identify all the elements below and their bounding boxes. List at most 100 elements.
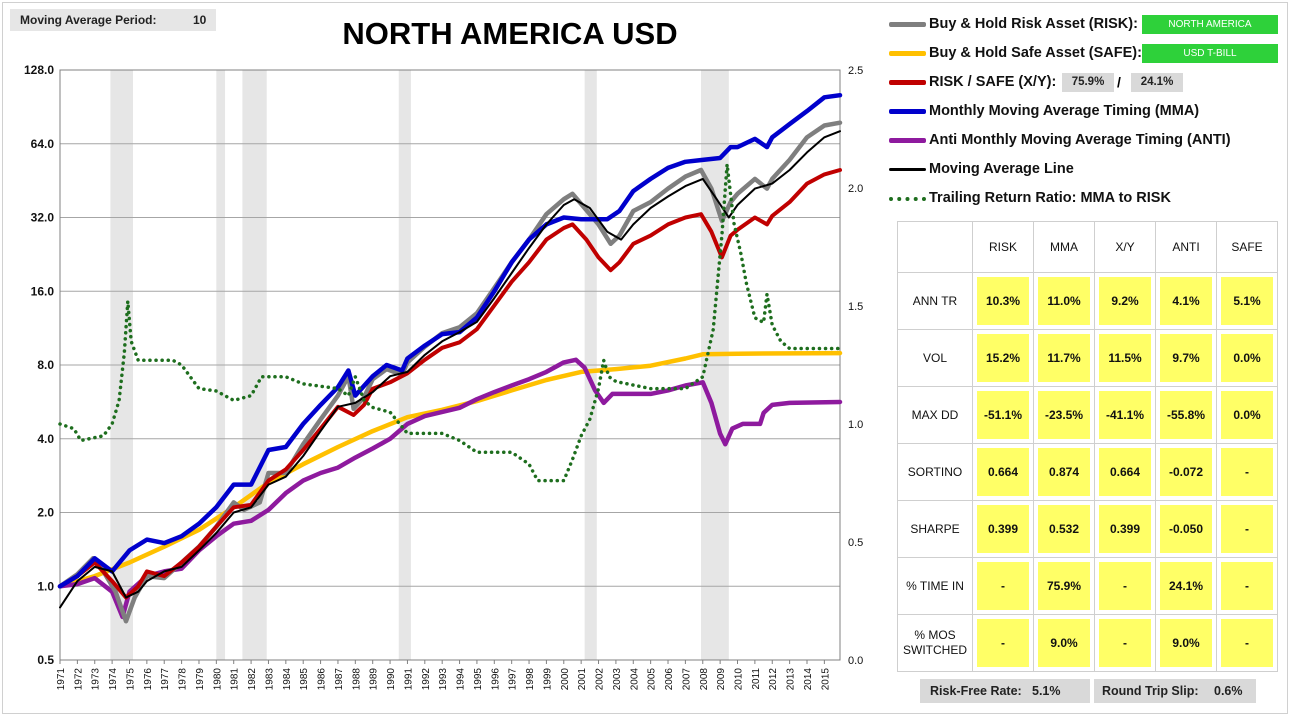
period-value: 10 [193,13,207,27]
x-tick-label: 1999 [542,668,553,691]
x-tick-label: 2000 [560,668,571,691]
x-tick-label: 1990 [386,668,397,691]
stat-value: 0.664 [1099,448,1151,496]
stats-table: RISK MMA X/Y ANTI SAFE ANN TR 10.3% 11.0… [897,221,1278,672]
x-tick-label: 1976 [143,668,154,691]
y-left-tick-label: 128.0 [24,63,54,77]
x-tick-label: 2014 [803,668,814,691]
x-tick-label: 1981 [230,668,241,691]
x-tick-label: 2015 [820,668,831,691]
legend-ma-label: Moving Average Line [929,161,1074,177]
risk-free-rate-label: Risk-Free Rate: [930,684,1022,698]
round-trip-slip-label: Round Trip Slip: [1102,684,1199,698]
x-tick-label: 1995 [473,668,484,691]
stat-value: 5.1% [1221,277,1273,325]
y-left-tick-label: 8.0 [37,358,54,372]
stats-row-sharpe: SHARPE 0.399 0.532 0.399 -0.050 - [897,500,1278,558]
y-right-tick-label: 2.0 [848,183,863,195]
x-tick-label: 2012 [768,668,779,691]
stat-value: - [1221,448,1273,496]
legend-safe: Buy & Hold Safe Asset (SAFE): USD T-BILL [888,43,1288,65]
stat-value: 0.399 [1099,505,1151,553]
x-tick-label: 1975 [125,668,136,691]
row-label: VOL [897,329,973,387]
stat-value: - [977,619,1029,667]
row-label: % MOS SWITCHED [897,614,973,672]
risk-asset-box: NORTH AMERICA [1142,15,1278,34]
row-label: % TIME IN [897,557,973,615]
x-tick-label: 1991 [403,668,414,691]
x-tick-label: 1988 [351,668,362,691]
legend-ratio-swatch [889,197,926,201]
stat-value: - [1221,619,1273,667]
y-left-tick-label: 4.0 [37,432,54,446]
stat-value: 0.532 [1038,505,1090,553]
y-left-tick-label: 2.0 [37,506,54,520]
x-tick-label: 2005 [647,668,658,691]
round-trip-slip-box: Round Trip Slip: 0.6% [1094,679,1256,703]
x-tick-label: 1971 [56,668,67,691]
x-tick-label: 2010 [734,668,745,691]
x-tick-label: 1979 [195,668,206,691]
stats-row-sortino: SORTINO 0.664 0.874 0.664 -0.072 - [897,443,1278,501]
stat-value: 11.0% [1038,277,1090,325]
stats-header-risk: RISK [972,221,1034,273]
stat-value: -23.5% [1038,391,1090,439]
legend-risk-swatch [889,22,926,27]
x-tick-label: 1972 [73,668,84,691]
stat-value: -55.8% [1160,391,1212,439]
legend-risk: Buy & Hold Risk Asset (RISK): NORTH AMER… [888,14,1288,36]
stat-value: 24.1% [1160,562,1212,610]
stat-value: 0.0% [1221,391,1273,439]
stat-value: 0.874 [1038,448,1090,496]
legend-mma: Monthly Moving Average Timing (MMA) [888,101,1288,123]
row-label: MAX DD [897,386,973,444]
x-tick-label: 1987 [334,668,345,691]
x-tick-label: 1974 [108,668,119,691]
stat-value: - [1221,505,1273,553]
stat-value: 0.399 [977,505,1029,553]
stats-header-xy: X/Y [1094,221,1156,273]
x-tick-label: 2011 [751,668,762,690]
row-label: ANN TR [897,272,973,330]
y-right-tick-label: 1.0 [848,419,863,431]
y-left-tick-label: 64.0 [31,137,55,151]
stat-value: 4.1% [1160,277,1212,325]
stat-value: 9.0% [1160,619,1212,667]
x-tick-label: 2004 [629,668,640,691]
stats-row-ann-tr: ANN TR 10.3% 11.0% 9.2% 4.1% 5.1% [897,272,1278,330]
stat-value: 11.7% [1038,334,1090,382]
x-tick-label: 1982 [247,668,258,691]
x-tick-label: 2001 [577,668,588,691]
stat-value: 9.2% [1099,277,1151,325]
stats-header-safe: SAFE [1216,221,1278,273]
x-tick-label: 1984 [282,668,293,691]
stat-value: -41.1% [1099,391,1151,439]
y-right-tick-label: 0.5 [848,537,863,549]
stat-value: 0.664 [977,448,1029,496]
legend-anti: Anti Monthly Moving Average Timing (ANTI… [888,130,1288,152]
risk-free-rate-box: Risk-Free Rate: 5.1% [920,679,1090,703]
period-label: Moving Average Period: [20,13,157,27]
x-tick-label: 1993 [438,668,449,691]
stat-value: 0.0% [1221,334,1273,382]
x-tick-label: 1994 [456,668,467,691]
series-line-ratio [58,162,842,483]
legend-mma-swatch [889,109,926,114]
x-tick-label: 1998 [525,668,536,691]
stat-value: 15.2% [977,334,1029,382]
stats-header-anti: ANTI [1155,221,1217,273]
legend-ratio-label: Trailing Return Ratio: MMA to RISK [929,190,1171,206]
x-tick-label: 1992 [421,668,432,691]
stat-value: - [1099,619,1151,667]
stats-row-mos-switched: % MOS SWITCHED - 9.0% - 9.0% - [897,614,1278,672]
stat-value: 10.3% [977,277,1029,325]
x-tick-label: 1983 [264,668,275,691]
x-tick-label: 2002 [595,668,606,691]
series-line-xy [58,168,842,600]
series-line-ma [59,130,841,609]
row-label: SORTINO [897,443,973,501]
x-tick-label: 1985 [299,668,310,691]
stat-value: -0.072 [1160,448,1212,496]
